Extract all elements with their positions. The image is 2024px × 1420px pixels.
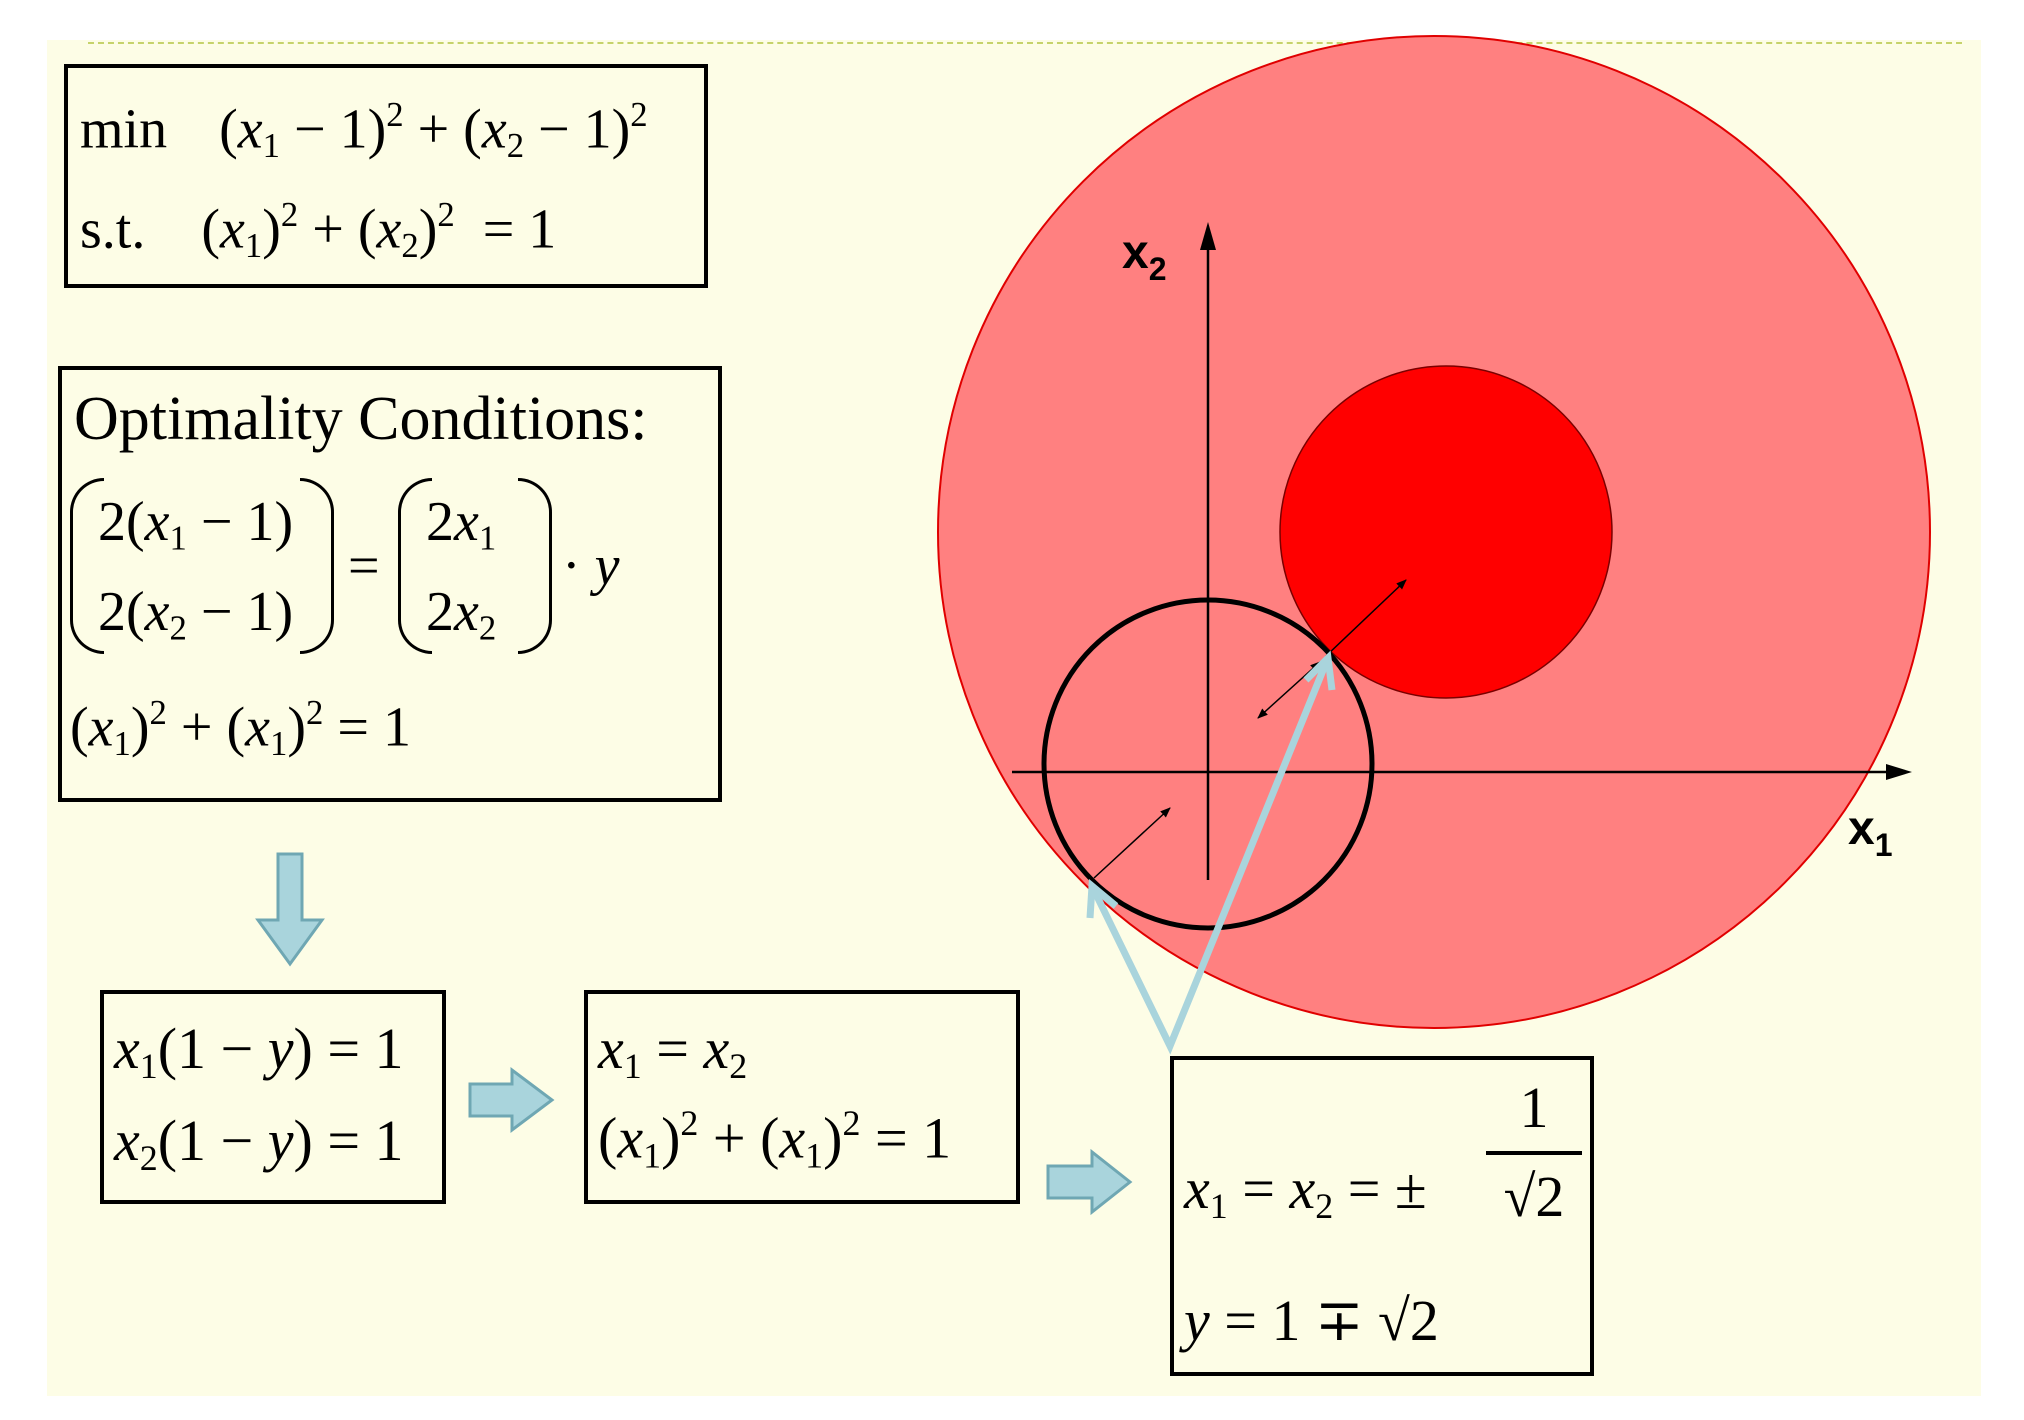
step2-line-1: x1 = x2 (598, 1016, 748, 1087)
rhs-row-1: 2x1 (426, 491, 497, 558)
step3-fraction: 1 √2 (1486, 1074, 1582, 1230)
x-axis-label: x1 (1848, 802, 1893, 863)
optimality-box: Optimality Conditions: 2(x1 − 1) 2(x2 − … (58, 366, 722, 802)
step2-box: x1 = x2 (x1)2 + (x1)2 = 1 (584, 990, 1020, 1204)
optimality-title: Optimality Conditions: (74, 385, 648, 453)
y-axis-arrowhead (1200, 222, 1216, 250)
st-keyword: s.t. (80, 198, 146, 261)
multiplier-y: · y (562, 535, 620, 597)
rhs-row-2: 2x2 (426, 581, 497, 648)
lhs-row-1: 2(x1 − 1) (98, 491, 294, 558)
gradient-arrow-2 (1257, 661, 1321, 719)
fraction-denominator: √2 (1503, 1164, 1565, 1229)
top-dashed-rule (88, 42, 1962, 44)
step2-line-2: (x1)2 + (x1)2 = 1 (598, 1103, 952, 1176)
optimality-constraint: (x1)2 + (x1)2 = 1 (70, 693, 411, 764)
step3-box: x1 = x2 = ± 1 √2 y = 1 ∓ √2 (1170, 1056, 1594, 1376)
constraint-line: s.t. (x1)2 + (x2)2 = 1 (80, 195, 557, 266)
right-flow-arrow-1 (468, 1067, 555, 1133)
step1-line-1: x1(1 − y) = 1 (114, 1016, 404, 1087)
constraint-circle (1041, 597, 1375, 931)
inner-disc (1279, 365, 1613, 699)
min-keyword: min (80, 98, 168, 161)
lhs-row-2: 2(x2 − 1) (98, 581, 294, 648)
step3-line-1-prefix: x1 = x2 = ± (1184, 1156, 1427, 1227)
y-axis-label: x2 (1122, 226, 1167, 287)
connector-arrowhead-top (1303, 650, 1336, 691)
objective-line: min (x1 − 1)2 + (x2 − 1)2 (80, 95, 648, 166)
gradient-arrow-1 (1093, 807, 1171, 879)
x-axis-arrowhead (1886, 764, 1912, 780)
step1-box: x1(1 − y) = 1 x2(1 − y) = 1 (100, 990, 446, 1204)
connector-arrowhead-left (1086, 878, 1119, 919)
equals-sign: = (348, 535, 380, 597)
fraction-bar (1486, 1151, 1582, 1155)
problem-box: min (x1 − 1)2 + (x2 − 1)2 s.t. (x1)2 + (… (64, 64, 708, 288)
step1-line-2: x2(1 − y) = 1 (114, 1108, 404, 1179)
fraction-numerator: 1 (1519, 1075, 1549, 1140)
right-flow-arrow-2 (1046, 1148, 1133, 1216)
step3-line-2: y = 1 ∓ √2 (1184, 1288, 1439, 1353)
solution-connector-arrows (1088, 656, 1332, 1055)
gradient-arrow-3 (1325, 579, 1407, 657)
down-flow-arrow (255, 852, 325, 967)
